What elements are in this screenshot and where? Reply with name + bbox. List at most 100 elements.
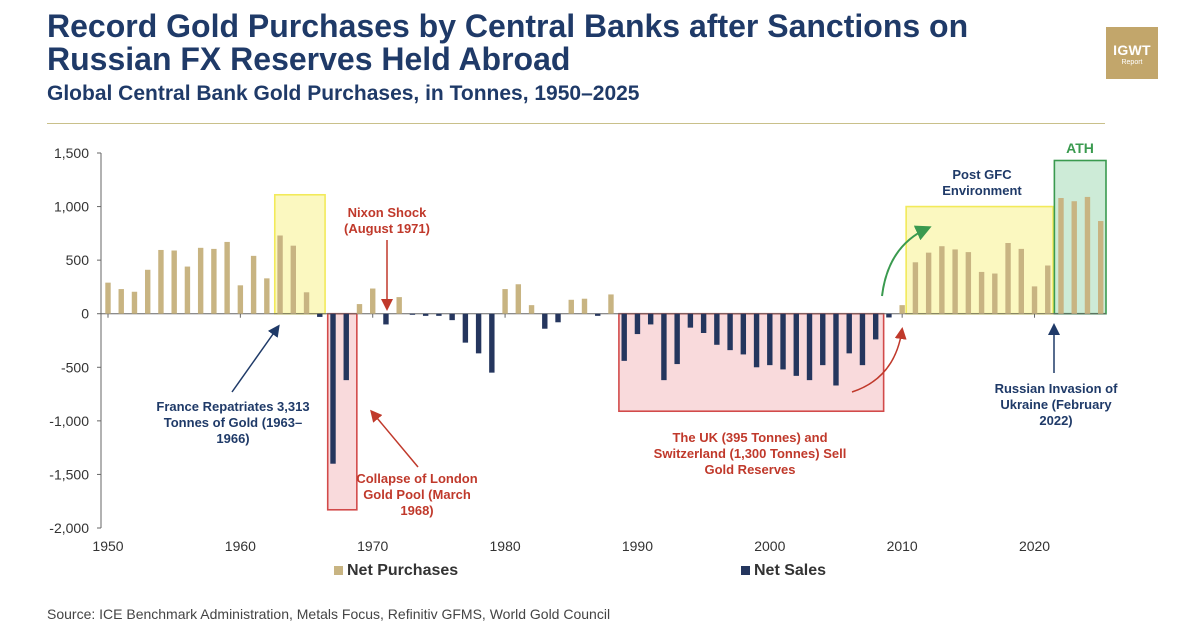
- legend-label-purchases: Net Purchases: [347, 562, 459, 579]
- bar-net-purchases-1981: [515, 284, 522, 314]
- bar-net-purchases-1986: [581, 298, 588, 314]
- bar-net-sales-1998: [740, 313, 747, 355]
- annotation-post-gfc: Post GFC Environment: [942, 167, 1022, 198]
- france-arrow: [231, 324, 280, 393]
- bar-net-purchases-1964: [290, 245, 297, 314]
- bar-net-purchases-2025: [1098, 221, 1104, 314]
- title-divider: [47, 123, 1105, 124]
- bar-net-purchases-2012: [925, 252, 932, 314]
- legend-swatch-sales: [741, 566, 750, 576]
- bar-net-purchases-2023: [1071, 201, 1077, 314]
- bar-net-sales-1993: [674, 313, 680, 365]
- legend-net-sales: Net Sales: [741, 562, 826, 580]
- bar-net-purchases-1963: [277, 235, 283, 314]
- bar-net-sales-2002: [793, 313, 799, 376]
- bar-net-sales-2007: [859, 313, 866, 366]
- bar-net-purchases-1972: [396, 297, 402, 314]
- bar-net-sales-1974: [422, 313, 429, 316]
- bar-net-purchases-1960: [237, 285, 244, 314]
- bar-net-sales-1977: [462, 313, 469, 343]
- bar-net-sales-2004: [820, 313, 826, 366]
- bar-net-purchases-1957: [197, 247, 204, 314]
- bar-net-purchases-2018: [1005, 243, 1011, 314]
- bar-net-sales-1967: [330, 313, 336, 464]
- bar-net-sales-2003: [806, 313, 813, 381]
- bar-net-sales-1997: [727, 313, 733, 351]
- logo-sub-text: Report: [1121, 59, 1143, 66]
- bar-net-purchases-1988: [608, 294, 614, 314]
- logo-main-text: IGWT: [1113, 42, 1151, 58]
- bar-net-sales-1968: [343, 313, 349, 381]
- bar-net-purchases-1961: [250, 255, 257, 314]
- bar-net-purchases-2022: [1058, 198, 1064, 314]
- x-tick-label: 2020: [1019, 538, 1050, 554]
- bar-net-purchases-2021: [1045, 265, 1051, 314]
- bar-net-sales-1992: [661, 313, 667, 381]
- x-tick-label: 1960: [225, 538, 256, 554]
- bar-net-sales-1990: [634, 313, 641, 335]
- chart-subtitle: Global Central Bank Gold Purchases, in T…: [47, 82, 640, 105]
- bar-net-purchases-2016: [978, 271, 985, 314]
- bar-net-purchases-2010: [899, 305, 905, 314]
- bar-net-sales-1983: [542, 313, 548, 329]
- bar-net-purchases-1969: [356, 304, 363, 314]
- y-tick-label: 1,500: [54, 145, 89, 161]
- annotation-uk-switzerland: The UK (395 Tonnes) and Switzerland (1,3…: [653, 430, 847, 477]
- bar-net-purchases-1970: [370, 288, 376, 314]
- uk-swiss-arrow: [851, 327, 907, 393]
- bar-net-purchases-1959: [224, 241, 230, 314]
- bar-net-purchases-2011: [912, 262, 919, 314]
- highlight-region-3: [618, 312, 885, 413]
- bar-net-purchases-2019: [1018, 248, 1024, 314]
- legend-swatch-purchases: [334, 566, 343, 576]
- bar-net-sales-1979: [489, 313, 495, 373]
- bar-net-sales-2000: [767, 313, 773, 366]
- bar-net-purchases-1951: [118, 289, 124, 314]
- axes: 1,500 1,000 500 0 -500 -1,000 -1,500 -2,0001950…: [49, 145, 1106, 554]
- bar-net-purchases-2020: [1031, 286, 1038, 314]
- y-tick-label: 1,000: [54, 199, 89, 215]
- bar-net-sales-2009: [886, 313, 892, 318]
- y-tick-label: -1,000: [49, 413, 89, 429]
- y-tick-label: -1,500: [49, 466, 89, 482]
- annotation-london-gold-pool: Collapse of London Gold Pool (March 1968…: [356, 471, 478, 518]
- annotation-ath: ATH: [1066, 140, 1094, 156]
- y-tick-label: -500: [61, 359, 89, 375]
- bar-net-purchases-1952: [131, 291, 138, 314]
- annotation-arrows: [231, 225, 1060, 468]
- x-tick-label: 1990: [622, 538, 653, 554]
- bar-net-purchases-1962: [264, 278, 270, 314]
- bar-net-sales-1991: [647, 313, 654, 325]
- bar-net-purchases-1950: [105, 282, 111, 314]
- london-arrow: [370, 409, 419, 468]
- bar-net-sales-1999: [753, 313, 760, 368]
- bar-net-sales-1987: [595, 313, 601, 316]
- bar-net-sales-1989: [621, 313, 627, 361]
- bar-net-sales-1971: [383, 313, 389, 325]
- x-tick-label: 2010: [887, 538, 918, 554]
- source-note: Source: ICE Benchmark Administration, Me…: [47, 606, 611, 622]
- bar-net-purchases-1955: [171, 250, 177, 314]
- x-tick-label: 1950: [92, 538, 123, 554]
- highlight-region-1: [273, 193, 326, 315]
- bar-net-sales-1984: [555, 313, 561, 323]
- annotation-nixon-shock: Nixon Shock (August 1971): [344, 205, 430, 236]
- bar-net-purchases-2014: [952, 249, 958, 314]
- bar-net-sales-2006: [846, 313, 852, 354]
- bar-net-purchases-1965: [303, 292, 310, 314]
- bar-net-sales-2001: [780, 313, 786, 370]
- bar-net-sales-1995: [700, 313, 707, 333]
- igwt-logo: IGWT Report: [1106, 27, 1158, 79]
- x-tick-label: 1980: [490, 538, 521, 554]
- bars: [105, 196, 1104, 464]
- bar-net-sales-2008: [872, 313, 879, 340]
- bar-net-sales-1978: [475, 313, 482, 354]
- bar-net-purchases-2013: [939, 246, 945, 314]
- y-tick-label: 0: [81, 306, 89, 322]
- post-gfc-arrow: [881, 225, 932, 297]
- bar-net-purchases-1953: [145, 269, 151, 314]
- bar-net-purchases-1958: [211, 248, 217, 314]
- annotation-france: France Repatriates 3,313 Tonnes of Gold …: [156, 399, 310, 446]
- bar-net-purchases-1980: [502, 289, 508, 314]
